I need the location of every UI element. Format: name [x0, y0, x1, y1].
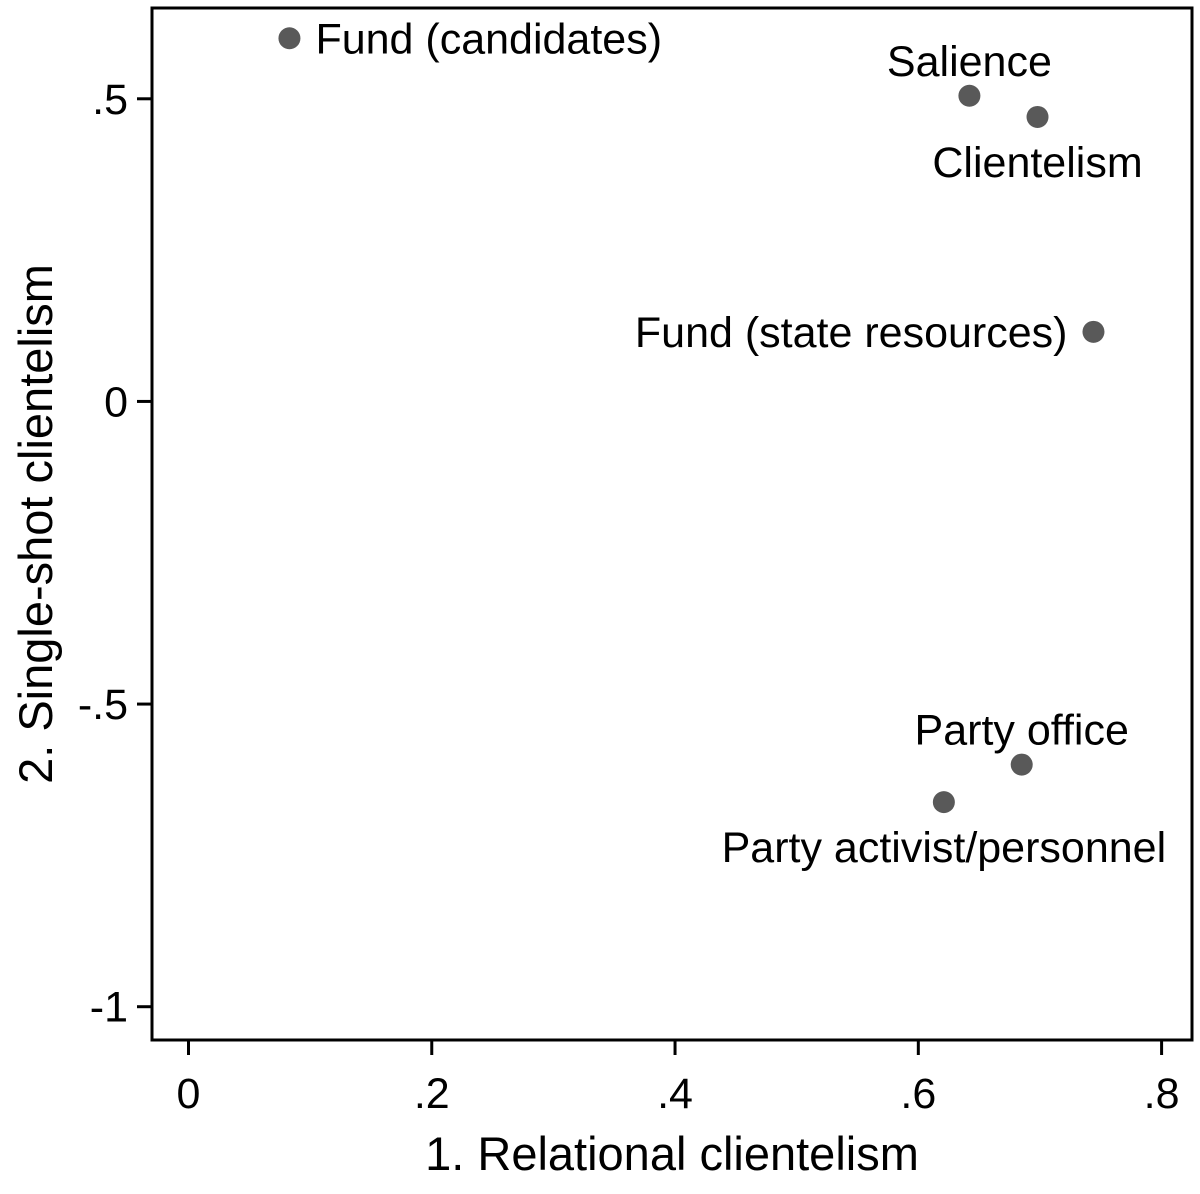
scatter-point: [958, 84, 981, 107]
point-label: Clientelism: [932, 139, 1142, 187]
y-axis-title: 2. Single-shot clientelism: [9, 264, 62, 784]
x-tick-label: .6: [900, 1070, 936, 1118]
plot-generated-layer: 0 .2 .4 .6 .8 .5 0 -.5 -1 Fund (candidates) Salien…: [78, 6, 1194, 1118]
scatter-point: [1026, 105, 1049, 128]
point-label: Party activist/personnel: [722, 824, 1167, 872]
x-tick-label: .2: [414, 1070, 450, 1118]
y-tick-label: .5: [92, 76, 128, 124]
x-tick-label: .8: [1144, 1070, 1180, 1118]
scatter-point: [932, 791, 955, 814]
x-tick-label: .4: [657, 1070, 693, 1118]
point-label: Fund (candidates): [315, 15, 662, 63]
scatter-point: [1010, 753, 1033, 776]
y-tick-label: -.5: [78, 681, 128, 729]
y-tick-label: -1: [90, 984, 128, 1032]
point-label: Party office: [915, 707, 1129, 755]
x-axis-title: 1. Relational clientelism: [425, 1127, 919, 1180]
scatter-point: [278, 27, 301, 50]
scatter-point: [1082, 320, 1105, 343]
y-tick-label: 0: [104, 378, 128, 426]
point-label: Fund (state resources): [635, 309, 1068, 357]
point-label: Salience: [887, 38, 1052, 86]
x-tick-label: 0: [177, 1070, 201, 1118]
plot-frame: [150, 6, 1194, 1042]
